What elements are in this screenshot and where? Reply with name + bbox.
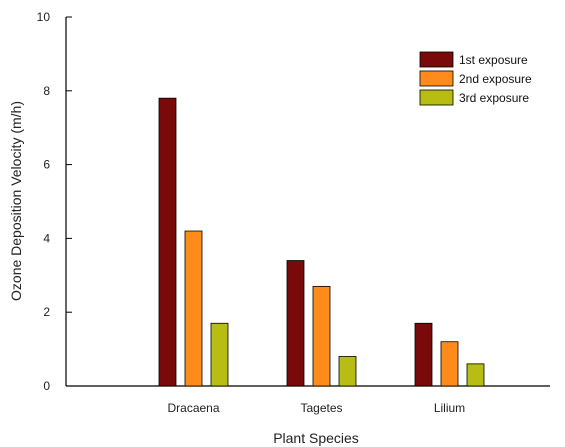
y-tick-label: 2 xyxy=(43,305,50,319)
y-tick-label: 6 xyxy=(43,158,50,172)
bar xyxy=(210,322,229,387)
bar xyxy=(286,260,305,387)
y-tick-label: 4 xyxy=(43,231,50,245)
bar xyxy=(466,363,485,387)
legend: 1st exposure 2nd exposure 3rd exposure xyxy=(419,51,532,106)
bar xyxy=(414,322,433,387)
y-tick-label: 0 xyxy=(43,379,50,393)
x-tick-label: Dracaena xyxy=(167,401,219,415)
plot-area: 0 2 4 6 8 10 Dracaena Tagetes Lilium xyxy=(37,10,550,415)
legend-swatch xyxy=(419,89,454,106)
bars xyxy=(158,97,485,387)
bar xyxy=(184,230,203,387)
y-axis-ticks: 0 2 4 6 8 10 xyxy=(37,10,72,393)
legend-label: 3rd exposure xyxy=(459,91,529,105)
legend-label: 2nd exposure xyxy=(459,72,532,86)
bar xyxy=(338,356,357,387)
x-axis-tick-labels: Dracaena Tagetes Lilium xyxy=(167,401,465,415)
legend-label: 1st exposure xyxy=(459,53,528,67)
bar xyxy=(440,341,459,387)
x-tick-label: Lilium xyxy=(434,401,465,415)
legend-swatch xyxy=(419,51,454,68)
legend-swatch xyxy=(419,70,454,87)
bar xyxy=(312,285,331,387)
y-tick-label: 8 xyxy=(43,84,50,98)
bar xyxy=(158,97,177,387)
y-tick-label: 10 xyxy=(37,10,51,24)
x-axis-title: Plant Species xyxy=(273,430,359,446)
x-tick-label: Tagetes xyxy=(300,401,342,415)
y-axis-title: Ozone Deposition Velocity (m/h) xyxy=(8,101,24,301)
